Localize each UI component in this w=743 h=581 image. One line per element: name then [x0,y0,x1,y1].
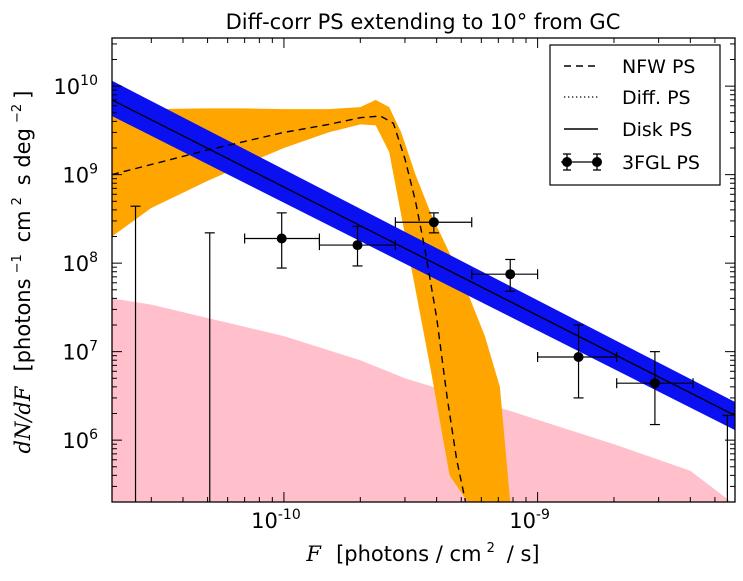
x-tick-label-exp-0: -10 [278,507,301,523]
fgl-point-2 [428,217,439,228]
y-axis-label-mid: cm [11,210,35,249]
plot-content [112,80,735,502]
y-tick-label-base-3: 10 [62,164,89,188]
x-axis-label: F [photons / cm 2 / s] [305,537,539,566]
legend-nfw-label: NFW PS [622,56,696,78]
nfw-ps-median-line [112,115,467,502]
legend-3fgl-label: 3FGL PS [622,152,700,174]
x-tick-label-0: 10-10 [251,507,301,533]
y-tick-label-base-2: 10 [62,252,89,276]
y-tick-label-exp-4: 10 [80,73,98,89]
y-axis-label-mid-sup: 2 [10,197,25,205]
fgl-point-4 [573,351,584,362]
x-tick-label-base-0: 10 [251,509,278,533]
legend-diff-label: Diff. PS [622,87,691,109]
y-axis-label: dN/dF [photons −1 cm 2 s deg −2 ] [6,91,35,454]
fgl-point-3 [505,269,516,280]
y-tick-label-exp-1: 7 [89,339,98,355]
y-axis-label-mid2: s deg [11,128,35,192]
x-axis-label-units-sup: 2 [487,541,495,556]
y-tick-label-4: 1010 [53,73,98,99]
y-axis-label-end: ] [11,91,35,99]
y-tick-label-exp-2: 8 [89,250,98,266]
x-tick-label-exp-1: -9 [536,507,550,523]
plot-area [112,80,735,502]
diff-ps-band [112,298,732,502]
y-tick-label-exp-0: 6 [89,427,98,443]
axes-frame [111,37,736,503]
x-tick-label-base-1: 10 [509,509,536,533]
fgl-point-0 [276,233,287,244]
x-axis-label-var: F [305,542,322,566]
fgl-point-5 [649,378,660,389]
disk-ps-band [112,80,735,431]
y-axis-label-pre: [photons [11,278,35,371]
y-axis-label-pre-sup: −1 [10,254,25,273]
y-tick-label-2: 108 [62,250,98,276]
y-tick-label-1: 107 [62,339,98,365]
y-axis-label-var: dN/dF [11,385,35,453]
y-tick-label-3: 109 [62,162,98,188]
x-axis-label-units-end: / s] [500,542,540,566]
y-tick-label-exp-3: 9 [89,162,98,178]
y-tick-label-base-0: 10 [62,429,89,453]
y-tick-label-0: 106 [62,427,98,453]
y-axis-label-end-sup: −2 [10,104,25,123]
fgl-point-1 [352,240,363,251]
y-tick-label-base-4: 10 [53,75,80,99]
legend-3fgl-swatch [561,153,602,171]
chart-title: Diff-corr PS extending to 10° from GC [226,10,621,34]
x-axis-label-units: [photons / cm [336,542,481,566]
disk-ps-line [112,99,735,417]
nfw-ps-band [112,99,511,502]
legend: NFW PS Diff. PS Disk PS 3FGL PS [549,44,721,186]
legend-disk-label: Disk PS [622,119,692,141]
x-tick-label-1: 10-9 [509,507,550,533]
y-tick-label-base-1: 10 [62,341,89,365]
